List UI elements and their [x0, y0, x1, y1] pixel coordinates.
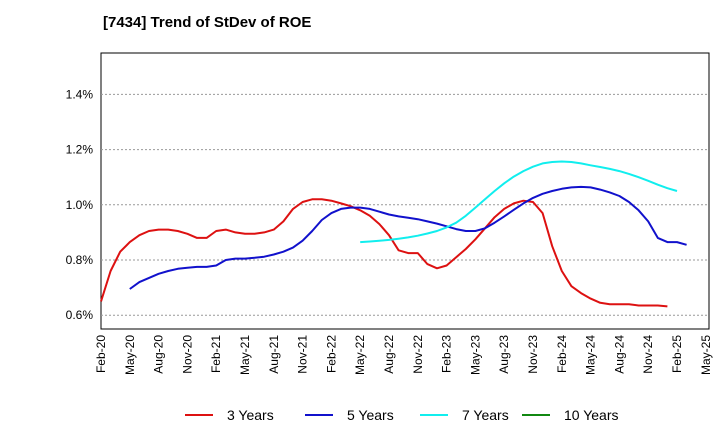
chart-title: [7434] Trend of StDev of ROE — [103, 14, 312, 31]
legend: 3 Years 5 Years 7 Years 10 Years — [0, 405, 720, 425]
x-tick-label: May-25 — [699, 335, 713, 375]
legend-swatch — [522, 414, 550, 416]
legend-label: 7 Years — [462, 407, 509, 423]
x-tick-label: Nov-21 — [296, 335, 310, 374]
x-tick-label: Feb-23 — [440, 335, 454, 373]
x-tick-label: Feb-24 — [555, 335, 569, 373]
x-tick-label: Aug-24 — [612, 335, 626, 374]
series-lines — [100, 160, 687, 308]
x-tick-label: Aug-21 — [267, 335, 281, 374]
legend-swatch — [420, 414, 448, 416]
series-line-7-years — [360, 160, 678, 244]
x-tick-label: May-20 — [123, 335, 137, 375]
x-tick-label: Feb-25 — [670, 335, 684, 373]
y-tick-label: 1.2% — [66, 143, 94, 157]
x-tick-label: Nov-23 — [526, 335, 540, 374]
x-tick-label: Nov-20 — [180, 335, 194, 374]
y-tick-label: 0.6% — [66, 308, 94, 322]
x-axis-ticks: Feb-20 May-20 Aug-20 Nov-20 Feb-21 May-21 Aug-… — [94, 335, 713, 375]
x-tick-label: Nov-22 — [411, 335, 425, 374]
x-tick-label: May-21 — [238, 335, 252, 375]
legend-label: 10 Years — [564, 407, 619, 423]
x-tick-label: Aug-22 — [382, 335, 396, 374]
series-line-3-years — [100, 198, 668, 308]
legend-label: 3 Years — [227, 407, 274, 423]
legend-label: 5 Years — [347, 407, 394, 423]
legend-item: 3 Years — [185, 405, 274, 425]
x-tick-label: Feb-21 — [209, 335, 223, 373]
x-tick-label: Nov-24 — [641, 335, 655, 374]
y-tick-label: 0.8% — [66, 253, 94, 267]
legend-swatch — [185, 414, 213, 416]
y-tick-label: 1.4% — [66, 87, 94, 101]
x-tick-label: Aug-23 — [497, 335, 511, 374]
legend-item: 7 Years — [420, 405, 509, 425]
series-line-5-years — [129, 185, 687, 290]
x-tick-label: May-22 — [353, 335, 367, 375]
y-tick-label: 1.0% — [66, 198, 94, 212]
x-tick-label: May-24 — [584, 335, 598, 375]
x-tick-label: Aug-20 — [152, 335, 166, 374]
grid-lines — [101, 93, 709, 316]
x-tick-label: May-23 — [468, 335, 482, 375]
legend-swatch — [305, 414, 333, 416]
x-tick-label: Feb-20 — [94, 335, 108, 373]
y-axis-ticks: 0.6% 0.8% 1.0% 1.2% 1.4% — [66, 87, 94, 322]
x-tick-label: Feb-22 — [324, 335, 338, 373]
legend-item: 10 Years — [522, 405, 619, 425]
legend-item: 5 Years — [305, 405, 394, 425]
